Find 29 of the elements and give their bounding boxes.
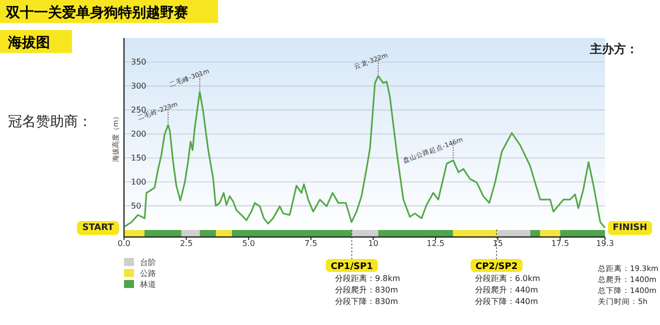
ref-line-label: CP2/SP2: [476, 262, 518, 272]
legend-label: 台阶: [140, 258, 156, 267]
chart-subtitle: 海拔图: [7, 35, 50, 51]
y-tick-label: 150: [131, 153, 146, 162]
legend-label: 林道: [139, 280, 156, 289]
y-tick-label: 300: [131, 81, 146, 90]
ref-line-label: CP1/SP1: [330, 262, 373, 272]
x-tick-label: 17.5: [551, 239, 570, 248]
text: 冠名赞助商：: [8, 114, 92, 130]
text: FINISH: [612, 223, 648, 233]
annotation: 主办方：: [589, 42, 638, 56]
x-tick-label: 0.0: [118, 239, 130, 248]
x-tick-label: 10: [368, 239, 378, 248]
x-tick-label: 2.5: [180, 239, 193, 248]
text: 分段距离：9.8km 分段爬升：830m 分段下降：830m: [335, 274, 400, 306]
x-tick-label: 12.5: [426, 239, 444, 248]
x-tick-label: 7.5: [304, 239, 318, 248]
x-tick-label: 5.0: [242, 239, 255, 248]
x-tick-label: 15: [492, 239, 503, 248]
y-tick-label: 50: [131, 201, 142, 210]
chart-title: 双十一关爱单身狗特别越野赛: [5, 4, 188, 21]
legend-label: 公路: [140, 269, 156, 278]
y-tick-label: 100: [131, 177, 146, 186]
y-tick-label: 250: [131, 105, 146, 114]
text: 分段距离：6.0km 分段爬升：440m 分段下降：440m: [475, 274, 540, 306]
y-tick-label: 350: [131, 57, 146, 66]
x-tick-label: 19.3: [596, 239, 614, 248]
text: START: [82, 223, 115, 233]
y-tick-label: 200: [131, 129, 146, 138]
